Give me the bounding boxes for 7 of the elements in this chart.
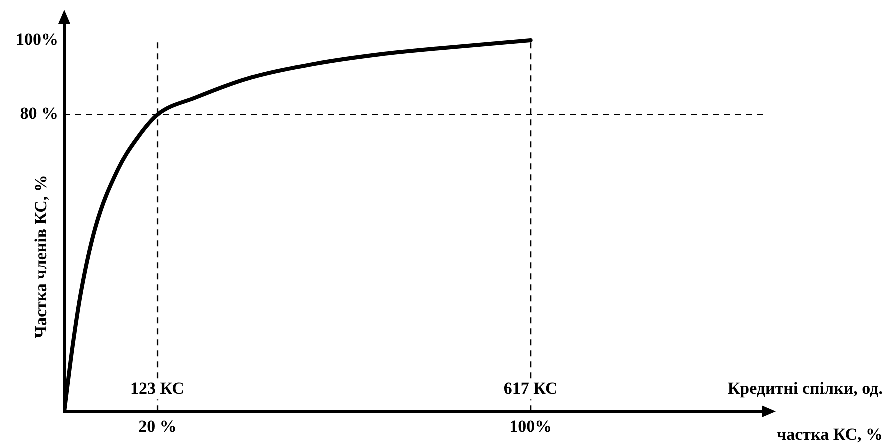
x-axis-title: частка КС, % <box>777 424 883 444</box>
x2-axis-title: Кредитні спілки, од. <box>728 378 883 398</box>
x-tick-label: 20 % <box>138 417 177 436</box>
x2-tick-label: 123 КС <box>130 378 184 398</box>
y-tick-label: 80 % <box>20 104 58 124</box>
x2-tick-label: 617 КС <box>504 378 558 398</box>
y-axis-title: Частка членів КС, % <box>31 175 50 339</box>
